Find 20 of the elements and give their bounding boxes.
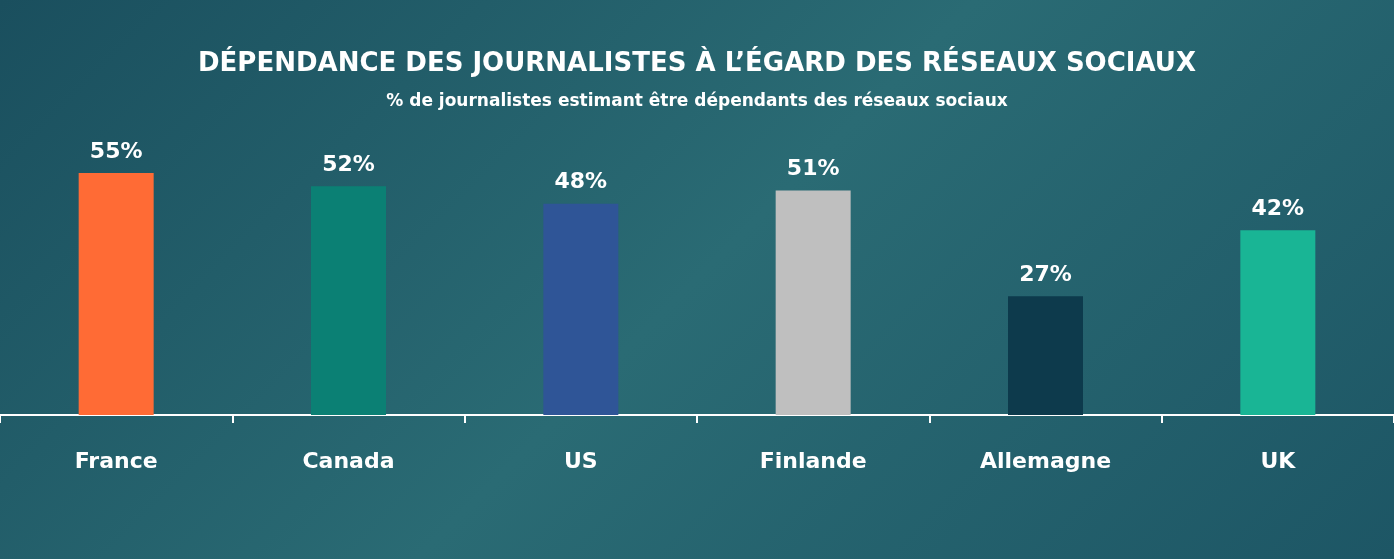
x-tick-label: Finlande <box>759 447 867 473</box>
bar <box>1240 230 1316 415</box>
data-label: 48% <box>554 168 608 194</box>
bar <box>543 203 619 415</box>
data-label: 52% <box>322 150 375 176</box>
x-tick-label: France <box>74 447 158 473</box>
chart-subtitle: % de journalistes estimant être dépendants des réseaux sociaux <box>386 89 1008 110</box>
chart-title: DÉPENDANCE DES JOURNALISTES À L’ÉGARD DES RÉSEAUX SOCIAUX <box>198 46 1196 77</box>
bar <box>775 190 851 415</box>
data-label: 51% <box>786 155 840 181</box>
x-tick-label: Allemagne <box>979 447 1112 473</box>
data-label: 42% <box>1251 194 1305 220</box>
bar <box>78 173 154 415</box>
x-tick-label: US <box>563 447 598 473</box>
data-label: 27% <box>1019 260 1072 286</box>
x-tick-label: Canada <box>302 447 395 473</box>
data-label: 55% <box>89 137 143 163</box>
bar <box>1008 296 1083 415</box>
bar <box>311 186 386 415</box>
x-tick-label: UK <box>1260 447 1297 473</box>
